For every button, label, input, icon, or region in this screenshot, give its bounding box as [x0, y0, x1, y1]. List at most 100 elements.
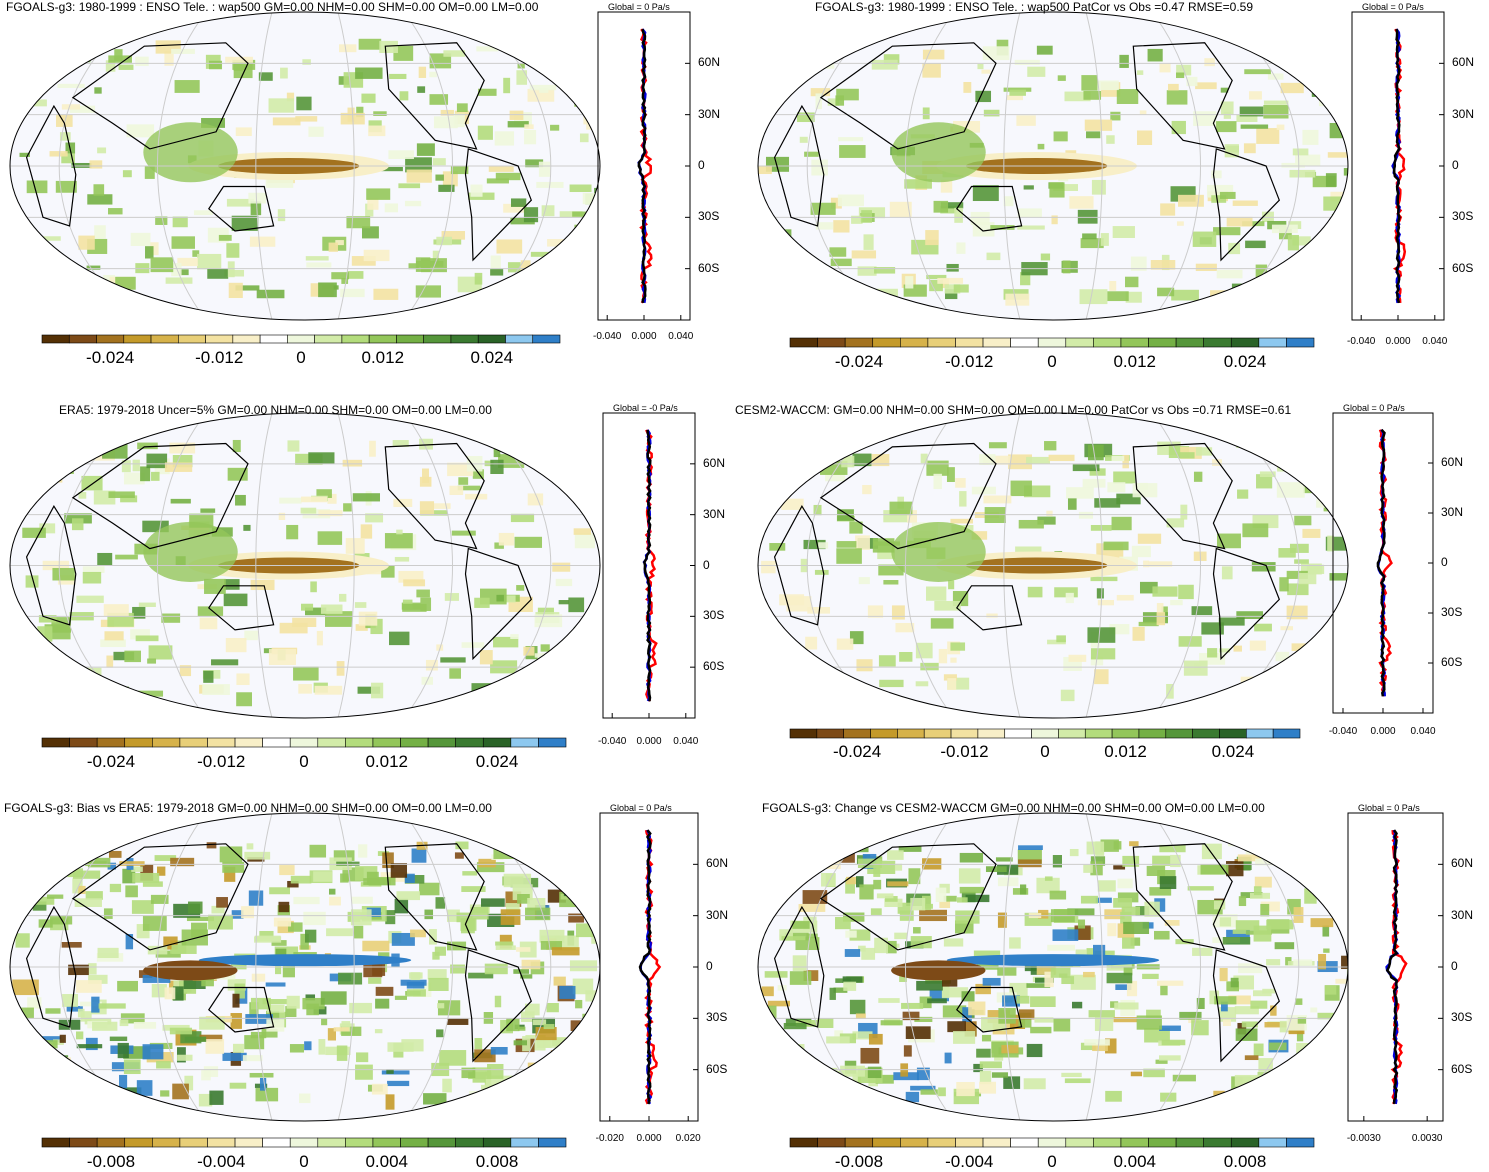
anomaly-cell [358, 38, 382, 50]
anomaly-cell [451, 530, 476, 536]
anomaly-cell [1129, 841, 1139, 847]
anomaly-cell [926, 274, 947, 280]
anomaly-cell [150, 242, 159, 256]
anomaly-cell [798, 904, 826, 912]
anomaly-cell [1178, 584, 1194, 600]
anomaly-cell [1218, 648, 1231, 653]
anomaly-cell [1110, 1001, 1119, 1008]
anomaly-cell [835, 1084, 851, 1097]
anomaly-cell [551, 947, 580, 956]
anomaly-cell [1180, 504, 1188, 520]
anomaly-cell [1071, 1001, 1083, 1009]
colorbar-swatch [844, 337, 874, 348]
anomaly-cell [1062, 260, 1071, 274]
anomaly-cell [1130, 256, 1147, 271]
anomaly-cell [1106, 135, 1115, 144]
zonal-mean-line [1376, 428, 1386, 697]
anomaly-cell [867, 1066, 882, 1079]
anomaly-cell [1325, 173, 1337, 187]
anomaly-cell [494, 131, 515, 146]
anomaly-cell [897, 902, 912, 914]
anomaly-cell [174, 80, 200, 93]
anomaly-cell [223, 593, 248, 607]
anomaly-cell [15, 933, 30, 948]
anomaly-cell [783, 1022, 807, 1030]
anomaly-cell [1064, 1078, 1091, 1084]
zonal-header: Global = 0 Pa/s [1362, 2, 1424, 12]
anomaly-cell [965, 894, 990, 903]
anomaly-cell [1195, 82, 1217, 90]
graticule [758, 12, 1348, 320]
anomaly-cell [1002, 995, 1021, 1007]
anomaly-cell [1253, 1043, 1264, 1056]
anomaly-cell [811, 159, 828, 176]
colorbar-swatch [1138, 728, 1167, 739]
zonal-header: Global = 0 Pa/s [1343, 403, 1405, 413]
anomaly-cell [1322, 925, 1330, 937]
anomaly-cell [920, 453, 928, 464]
anomaly-cell [573, 528, 592, 535]
colorbar-swatch [207, 737, 236, 748]
lat-tick-label: 30N [1441, 505, 1464, 519]
anomaly-cell [105, 60, 116, 72]
colorbar-swatch [205, 334, 234, 344]
lat-tick-label: 30N [1451, 907, 1474, 922]
anomaly-cell [852, 1072, 862, 1086]
colorbar-swatch [179, 1137, 208, 1148]
continent-outline [71, 42, 249, 150]
anomaly-cell [361, 93, 376, 103]
anomaly-cell [198, 1093, 213, 1107]
anomaly-cell [1070, 974, 1096, 990]
colorbar-swatch [1148, 1137, 1177, 1148]
colorbar-swatch [1272, 728, 1301, 739]
colorbar-tick-label: -0.012 [940, 742, 989, 761]
anomaly-cell [503, 873, 532, 888]
anomaly-cell [872, 288, 898, 300]
anomaly-cell [871, 454, 890, 467]
continent-outline [956, 986, 1023, 1033]
anomaly-cell [821, 60, 835, 69]
anomaly-cell [450, 165, 469, 175]
anomaly-cell [922, 63, 941, 78]
colorbar-swatch [1165, 728, 1193, 739]
colorbar-swatch [482, 1137, 512, 1148]
anomaly-cell [245, 1014, 273, 1024]
colorbar-swatch [538, 737, 567, 748]
anomaly-cell [1164, 920, 1180, 926]
anomaly-cell [858, 577, 870, 585]
anomaly-cell [171, 48, 195, 54]
anomaly-cell [226, 198, 255, 207]
anomaly-cell [235, 285, 260, 291]
anomaly-cell [961, 991, 975, 1002]
anomaly-cell [524, 129, 537, 145]
anomaly-cell [398, 570, 424, 583]
anomaly-cell [329, 888, 336, 895]
anomaly-cell [197, 253, 222, 270]
anomaly-cell [580, 498, 592, 505]
anomaly-cell [574, 532, 596, 549]
anomaly-cell [80, 1001, 102, 1007]
anomaly-cell [1257, 1071, 1286, 1082]
anomaly-cell [432, 951, 440, 960]
anomaly-cell [979, 1070, 992, 1085]
zonal-header: Global = 0 Pa/s [610, 803, 672, 813]
colorbar-tick-label: -0.024 [86, 348, 135, 367]
anomaly-cell [349, 1002, 372, 1014]
anomaly-cell [400, 979, 427, 986]
colorbar-swatch [1120, 1137, 1149, 1148]
map-border [9, 412, 601, 719]
anomaly-cell [61, 153, 75, 164]
anomaly-cell [435, 897, 446, 909]
anomaly-cell [540, 644, 550, 652]
anomaly-cell [1113, 897, 1133, 908]
anomaly-cell [564, 875, 582, 885]
anomaly-cell [86, 265, 101, 270]
anomaly-cell [1061, 976, 1075, 985]
anomaly-cell [1238, 963, 1263, 974]
colorbar-swatch [532, 334, 561, 344]
anomaly-cell [899, 651, 913, 662]
anomaly-cell [813, 504, 822, 516]
anomaly-cell [250, 201, 262, 216]
anomaly-cell [950, 657, 957, 663]
lat-tick-label: 60N [703, 455, 726, 470]
